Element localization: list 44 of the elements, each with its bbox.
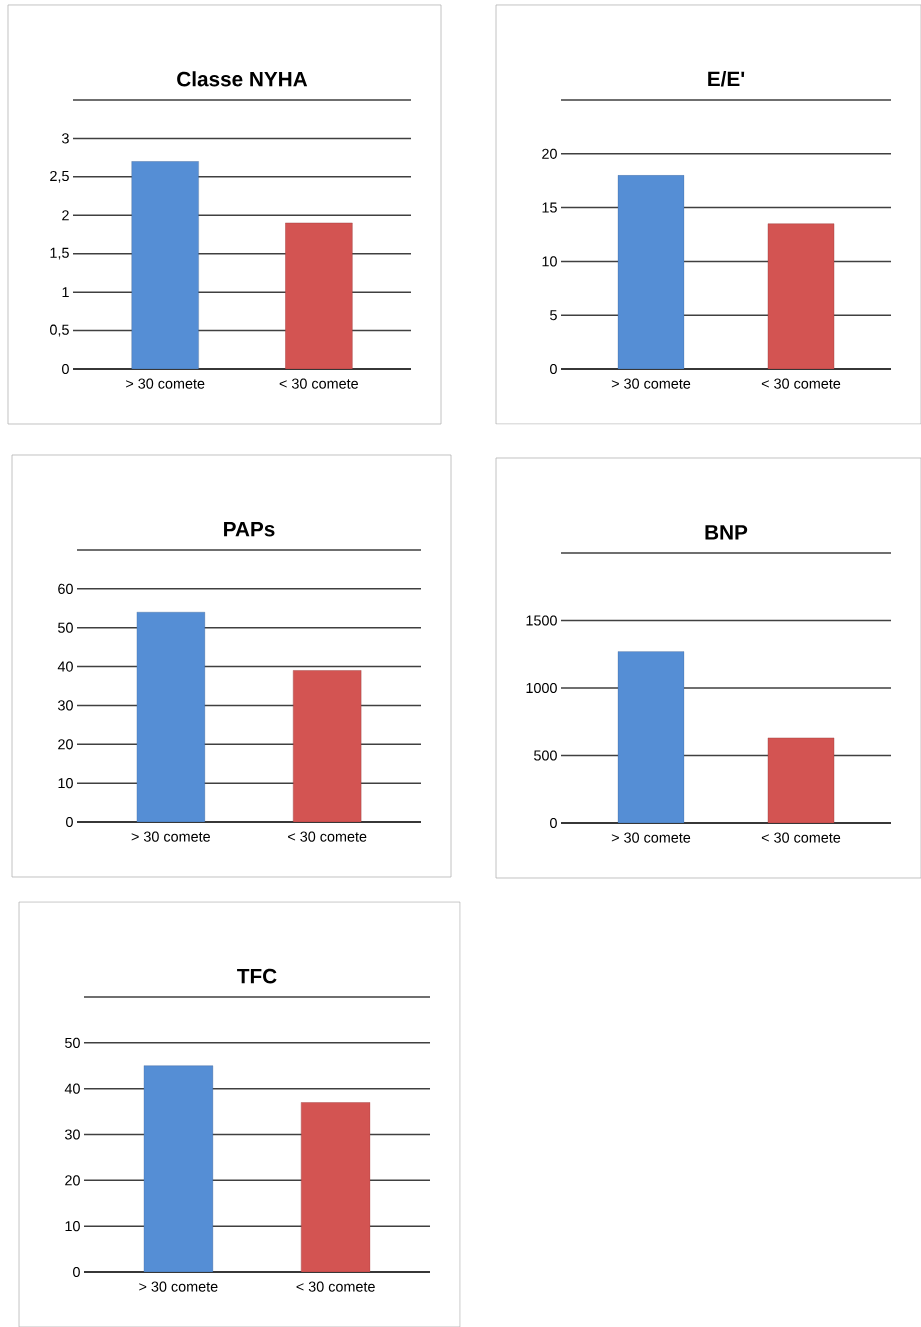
- y-tick-label: 20: [542, 148, 557, 159]
- chart-title: PAPs: [224, 521, 275, 537]
- x-tick-label: < 30 comete: [761, 832, 841, 843]
- y-tick-label: 20: [65, 1175, 80, 1186]
- y-tick-label: 5: [550, 310, 557, 321]
- y-tick-label: 0,5: [50, 324, 69, 337]
- y-tick-label: 10: [542, 256, 557, 267]
- y-tick-label: 30: [65, 1129, 80, 1140]
- x-tick-label: > 30 comete: [126, 378, 205, 389]
- y-tick-label: 20: [58, 739, 73, 750]
- y-tick-label: 40: [64, 1083, 80, 1094]
- y-tick-label: 0: [550, 363, 557, 375]
- chart-title: BNP: [705, 525, 748, 540]
- y-tick-label: 15: [542, 202, 557, 213]
- y-tick-label: 2: [62, 210, 69, 221]
- x-tick-label: > 30 comete: [139, 1281, 218, 1292]
- y-tick-label: 2,5: [50, 170, 69, 183]
- chart-title: Classe NYHA: [177, 71, 308, 87]
- y-tick-label: 1000: [526, 682, 557, 694]
- chart-title: E/E': [708, 71, 745, 87]
- y-tick-label: 10: [65, 1221, 80, 1232]
- y-tick-label: 50: [58, 622, 73, 633]
- y-tick-label: 0: [66, 816, 73, 828]
- y-tick-label: 1: [62, 287, 69, 298]
- x-tick-label: < 30 comete: [761, 378, 841, 389]
- x-tick-label: < 30 comete: [296, 1281, 375, 1292]
- y-tick-label: 1500: [526, 615, 557, 626]
- y-tick-label: 50: [65, 1037, 80, 1048]
- y-tick-label: 30: [58, 700, 73, 711]
- y-tick-label: 500: [534, 750, 557, 761]
- y-tick-label: 1,5: [50, 247, 69, 260]
- y-tick-label: 60: [58, 583, 73, 594]
- x-tick-label: < 30 comete: [288, 831, 367, 842]
- y-tick-label: 3: [62, 133, 69, 144]
- y-tick-label: 40: [57, 661, 73, 672]
- y-tick-label: 0: [62, 363, 69, 375]
- x-tick-label: > 30 comete: [611, 378, 691, 389]
- x-tick-label: < 30 comete: [279, 378, 358, 389]
- x-tick-label: > 30 comete: [131, 831, 210, 842]
- chart-title: TFC: [237, 968, 277, 984]
- y-tick-label: 0: [73, 1266, 80, 1278]
- x-tick-label: > 30 comete: [611, 832, 691, 843]
- y-tick-label: 0: [550, 817, 557, 829]
- y-tick-label: 10: [58, 778, 73, 789]
